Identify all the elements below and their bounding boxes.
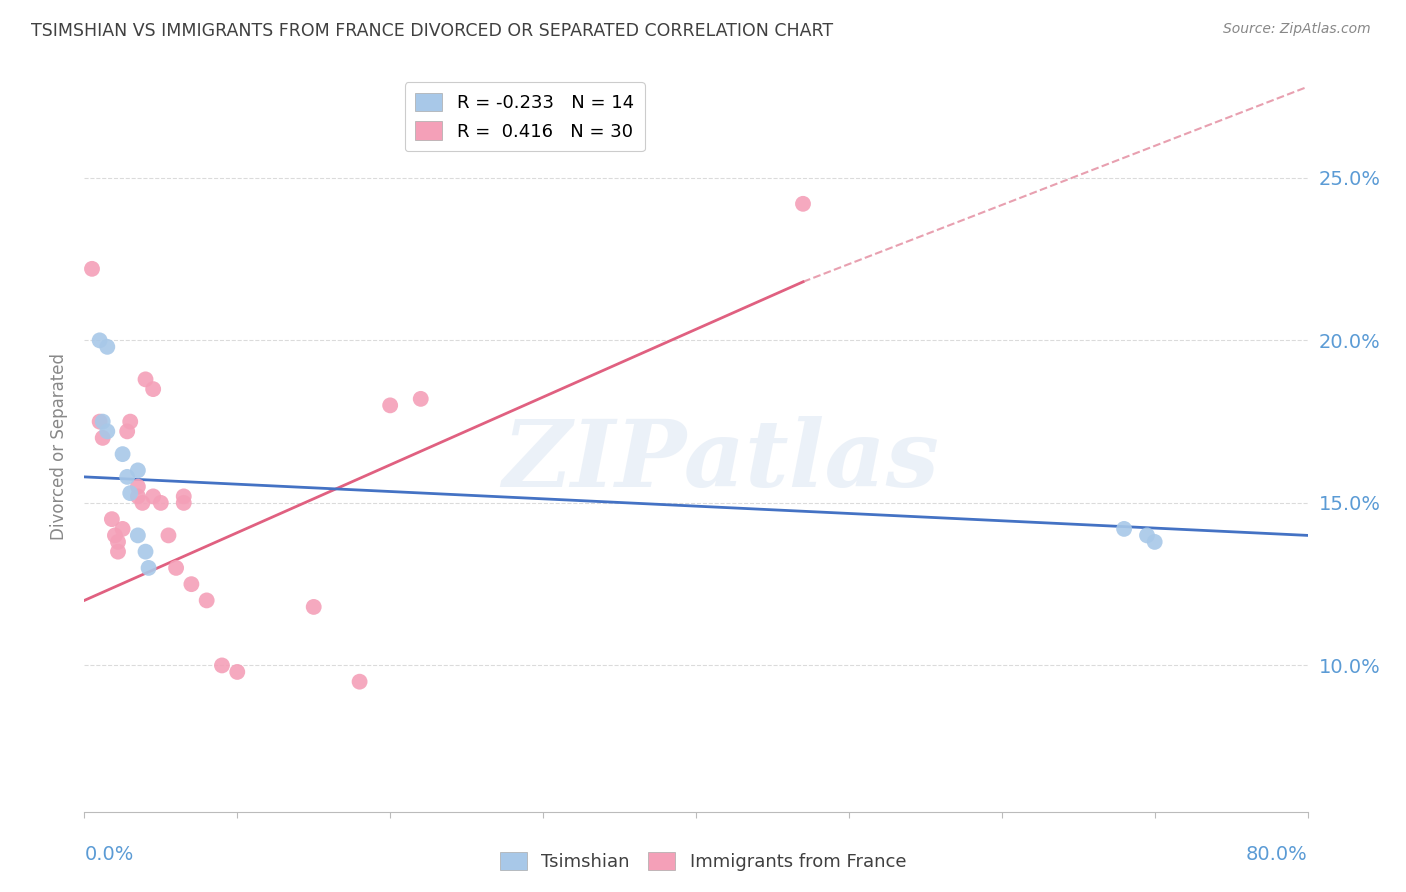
Point bbox=[1114, 522, 1136, 536]
Point bbox=[138, 561, 160, 575]
Point bbox=[302, 599, 325, 614]
Point bbox=[135, 544, 157, 558]
Point bbox=[131, 496, 153, 510]
Point bbox=[226, 665, 249, 679]
Point bbox=[127, 463, 149, 477]
Point bbox=[111, 522, 134, 536]
Point bbox=[107, 535, 129, 549]
Point bbox=[173, 489, 195, 503]
Text: Source: ZipAtlas.com: Source: ZipAtlas.com bbox=[1223, 22, 1371, 37]
Point bbox=[89, 334, 111, 348]
Point bbox=[120, 415, 142, 429]
Point bbox=[792, 196, 814, 211]
Point bbox=[165, 561, 187, 575]
Y-axis label: Divorced or Separated: Divorced or Separated bbox=[49, 352, 67, 540]
Text: 80.0%: 80.0% bbox=[1246, 845, 1308, 863]
Point bbox=[211, 658, 233, 673]
Point bbox=[142, 382, 165, 396]
Point bbox=[127, 528, 149, 542]
Point bbox=[120, 486, 142, 500]
Text: TSIMSHIAN VS IMMIGRANTS FROM FRANCE DIVORCED OR SEPARATED CORRELATION CHART: TSIMSHIAN VS IMMIGRANTS FROM FRANCE DIVO… bbox=[31, 22, 834, 40]
Point bbox=[173, 496, 195, 510]
Point bbox=[127, 480, 149, 494]
Point bbox=[135, 372, 157, 386]
Point bbox=[1136, 528, 1159, 542]
Point bbox=[195, 593, 218, 607]
Point bbox=[91, 431, 114, 445]
Point bbox=[115, 470, 138, 484]
Point bbox=[180, 577, 202, 591]
Point bbox=[115, 425, 138, 439]
Legend: Tsimshian, Immigrants from France: Tsimshian, Immigrants from France bbox=[492, 845, 914, 879]
Point bbox=[104, 528, 127, 542]
Point bbox=[149, 496, 172, 510]
Point bbox=[111, 447, 134, 461]
Point bbox=[96, 425, 118, 439]
Legend: R = -0.233   N = 14, R =  0.416   N = 30: R = -0.233 N = 14, R = 0.416 N = 30 bbox=[405, 82, 645, 152]
Point bbox=[380, 398, 402, 412]
Point bbox=[101, 512, 124, 526]
Point bbox=[409, 392, 432, 406]
Point bbox=[349, 674, 371, 689]
Text: ZIPatlas: ZIPatlas bbox=[502, 416, 939, 506]
Point bbox=[142, 489, 165, 503]
Point bbox=[127, 489, 149, 503]
Point bbox=[1143, 535, 1166, 549]
Point bbox=[89, 415, 111, 429]
Point bbox=[96, 340, 118, 354]
Point bbox=[157, 528, 180, 542]
Point bbox=[107, 544, 129, 558]
Point bbox=[91, 415, 114, 429]
Text: 0.0%: 0.0% bbox=[84, 845, 134, 863]
Point bbox=[80, 261, 103, 276]
